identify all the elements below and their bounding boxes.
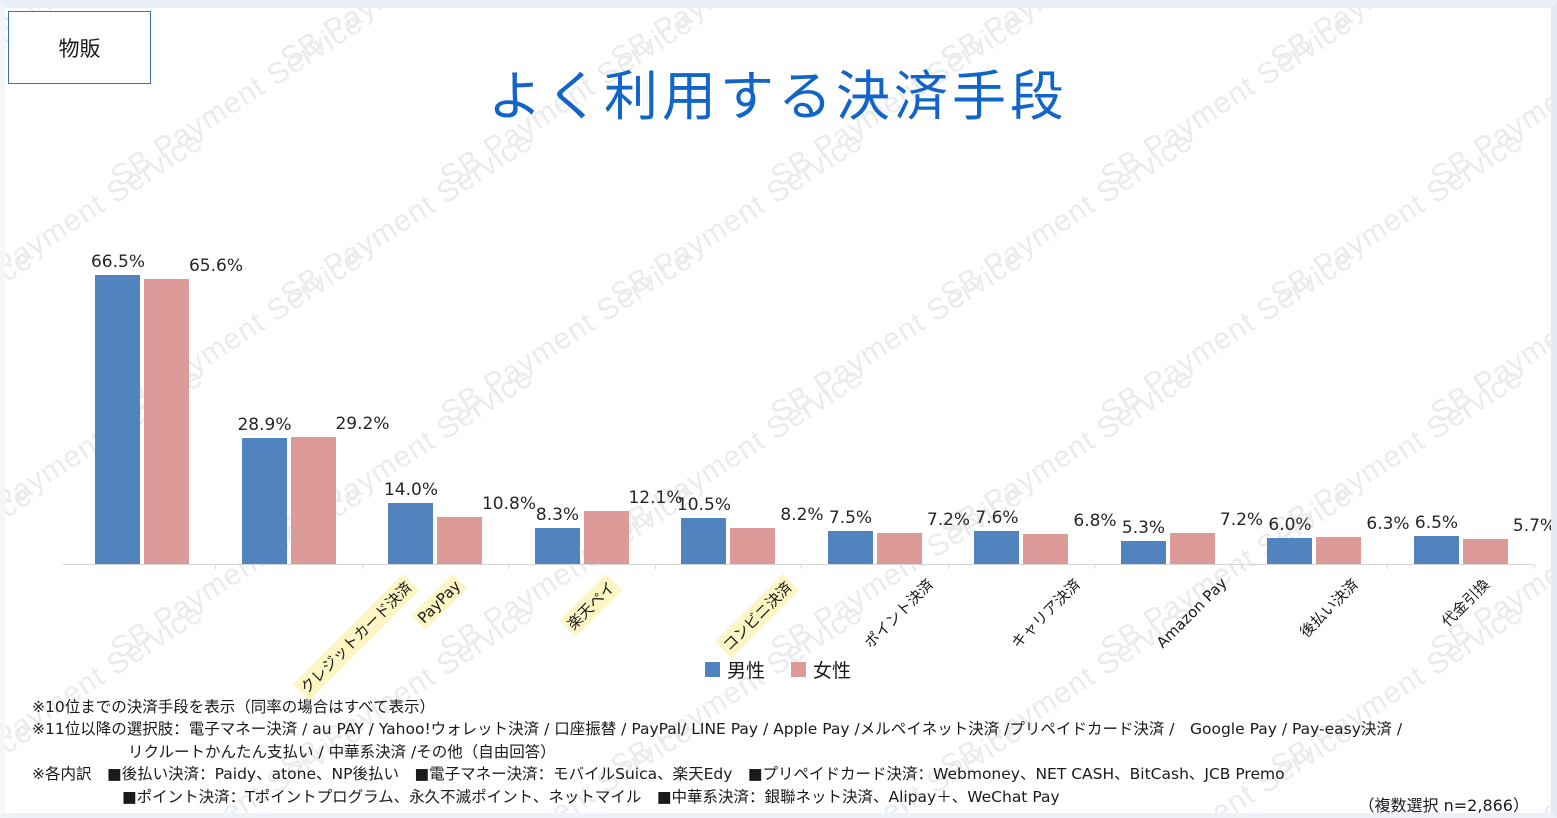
bar-male: 66.5% (91, 252, 145, 564)
bar-female: 6.3% (1316, 514, 1410, 564)
bar-value-label: 6.5% (1414, 512, 1459, 533)
x-axis-tick (361, 564, 363, 569)
bar-value-label: 6.3% (1366, 513, 1410, 534)
watermark-text: SB Payment Service (5, 478, 39, 665)
bar-group: 6.5% 5.7% (1413, 238, 1551, 564)
bar-value-label: 28.9% (237, 415, 292, 436)
x-axis-tick (1240, 564, 1242, 569)
x-axis-tick (215, 564, 216, 569)
bar-value-label: 6.0% (1268, 514, 1312, 535)
bar-value-label: 7.5% (828, 508, 873, 529)
bar-male: 7.5% (827, 508, 873, 564)
bar-value-label: 66.5% (90, 251, 145, 272)
x-axis-label: PayPay (410, 574, 467, 630)
bar-value-label: 8.3% (535, 504, 580, 525)
legend-swatch-icon (791, 662, 806, 677)
x-axis-label: Amazon Pay (1152, 574, 1231, 652)
legend-label: 男性 (726, 660, 765, 682)
footnote-line-1: ※10位までの決済手段を表示（同率の場合はすべて表示） (32, 698, 436, 716)
footnote-line-5: ■ポイント決済：Tポイントプログラム、永久不滅ポイント、ネットマイル ■中華系決… (122, 787, 1060, 806)
footnotes: ※10位までの決済手段を表示（同率の場合はすべて表示） ※11位以降の選択肢：電… (32, 696, 1512, 808)
bar-group: 14.0% 10.8% (384, 238, 536, 564)
chart-legend: 男性 女性 (5, 656, 1551, 683)
x-axis-label: 楽天ペイ (559, 574, 623, 637)
x-axis-label: コンビニ決済 (714, 574, 799, 659)
bar-value-label: 7.2% (926, 509, 971, 530)
bar-value-label: 29.2% (335, 414, 390, 435)
category-badge-label: 物販 (58, 36, 101, 61)
category-badge: 物販 (8, 11, 151, 84)
legend-item: 女性 (791, 656, 851, 683)
x-axis-tick (654, 564, 656, 569)
x-axis-line (63, 564, 1533, 565)
bar-value-label: 5.7% (1512, 516, 1557, 537)
legend-label: 女性 (813, 660, 852, 682)
bar-female: 8.2% (730, 505, 824, 564)
legend-item: 男性 (704, 656, 765, 683)
bar-group: 66.5% 65.6% (91, 238, 243, 564)
bar-value-label: 10.8% (481, 494, 536, 515)
x-axis-tick (508, 564, 509, 569)
bar-male: 6.0% (1267, 515, 1312, 564)
bar-value-label: 65.6% (188, 255, 243, 276)
bar-group: 5.3% 7.2% (1120, 238, 1263, 564)
bar-male: 10.5% (677, 495, 731, 564)
footnote-line-4: ※各内訳 ■後払い決済：Paidy、atone、NP後払い ■電子マネー決済：モ… (32, 765, 1285, 784)
watermark-text: SB Payment Service (5, 242, 39, 429)
bar-female: 29.2% (290, 414, 390, 564)
x-axis-tick (801, 564, 802, 569)
bar-female: 12.1% (583, 488, 683, 564)
bar-value-label: 10.5% (676, 495, 731, 516)
x-axis-tick (1094, 564, 1095, 569)
bar-female: 7.2% (1169, 510, 1263, 564)
bar-female: 65.6% (144, 256, 243, 564)
bar-group: 6.0% 6.3% (1267, 238, 1410, 564)
sample-size-note: （複数選択 n=2,866） (1358, 796, 1529, 815)
footnote-line-2: ※11位以降の選択肢：電子マネー決済 / au PAY / Yahoo!ウォレッ… (32, 720, 1403, 739)
bar-value-label: 7.2% (1219, 509, 1264, 530)
x-axis-tick (1533, 564, 1535, 569)
bar-male: 8.3% (534, 505, 580, 564)
x-axis-label: 後払い決済 (1295, 575, 1362, 642)
bar-female: 5.7% (1462, 516, 1551, 564)
bar-value-label: 6.8% (1073, 511, 1117, 532)
bar-male: 5.3% (1120, 518, 1166, 564)
bar-female: 10.8% (437, 494, 536, 564)
bar-female: 7.2% (876, 510, 970, 564)
x-axis-label: キャリア決済 (1007, 575, 1084, 652)
bar-group: 10.5% 8.2% (677, 238, 824, 564)
bar-value-label: 14.0% (383, 480, 438, 501)
x-axis-label: 代金引換 (1437, 575, 1494, 631)
bar-value-label: 12.1% (628, 488, 683, 509)
bar-male: 14.0% (384, 480, 438, 564)
bar-male: 6.5% (1413, 513, 1459, 564)
bar-group: 8.3% 12.1% (534, 238, 683, 564)
x-axis-label: ポイント決済 (860, 575, 938, 652)
chart-title: よく利用する決済手段 (488, 65, 1068, 128)
bar-female: 6.8% (1023, 511, 1117, 564)
x-axis-tick (947, 564, 949, 569)
bar-group: 28.9% 29.2% (237, 238, 390, 564)
bar-group: 7.6% 6.8% (974, 238, 1117, 564)
bar-value-label: 5.3% (1121, 517, 1166, 538)
footnote-line-3: リクルートかんたん支払い / 中華系決済 /その他（自由回答） (128, 742, 556, 761)
bar-male: 28.9% (237, 415, 292, 564)
bar-value-label: 8.2% (780, 505, 824, 526)
bar-male: 7.6% (974, 508, 1019, 564)
chart-plot-area: 66.5% 65.6% 28.9% 29.2% 14.0% 10.8% 8.3% 12.1% 1… (63, 238, 1551, 569)
bar-value-label: 7.6% (975, 507, 1019, 528)
legend-swatch-icon (704, 662, 720, 677)
bar-group: 7.5% 7.2% (827, 238, 970, 564)
x-axis-tick (1387, 564, 1388, 569)
